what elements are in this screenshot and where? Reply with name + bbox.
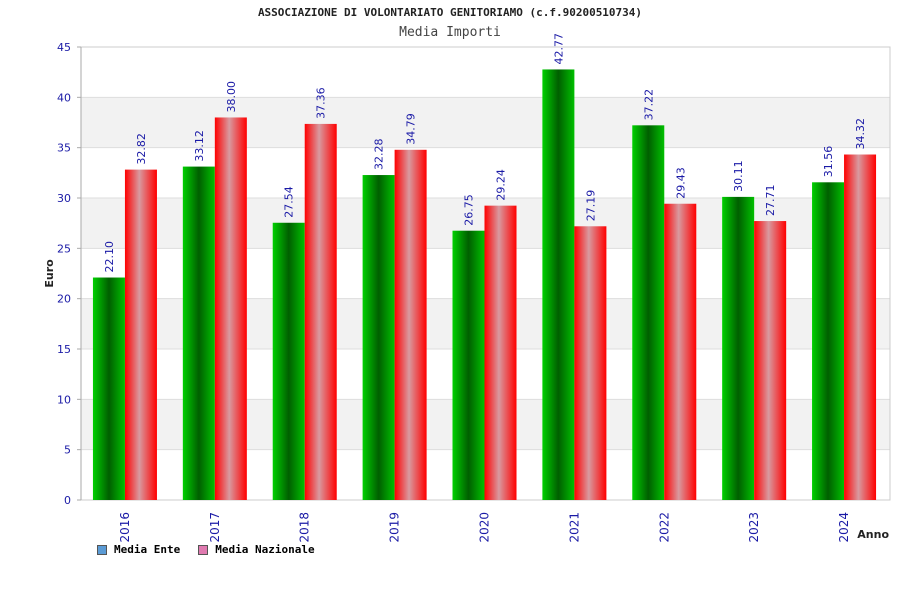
value-label: 38.00 <box>225 81 238 113</box>
grid-band <box>81 47 890 98</box>
legend-swatch-media-nazionale <box>198 544 209 555</box>
legend-swatch-media-ente <box>97 544 107 555</box>
bar-media-nazionale-2016 <box>124 169 157 500</box>
value-label: 27.71 <box>764 185 777 217</box>
bar-media-ente-2021 <box>542 69 575 500</box>
bar-media-nazionale-2017 <box>214 117 247 500</box>
x-tick-label: 2018 <box>298 512 312 543</box>
value-label: 31.56 <box>822 146 835 178</box>
x-tick-label: 2022 <box>657 512 671 543</box>
y-tick-label: 25 <box>57 242 71 255</box>
value-label: 26.75 <box>463 194 476 226</box>
legend-item-media-nazionale: Media Nazionale <box>198 543 315 556</box>
bar-media-ente-2022 <box>632 125 665 500</box>
y-tick-label: 0 <box>64 494 71 507</box>
bar-media-ente-2023 <box>722 196 755 500</box>
x-tick-label: 2021 <box>567 512 581 543</box>
y-axis-title: Euro <box>43 259 56 288</box>
x-tick-label: 2020 <box>478 512 492 543</box>
value-label: 42.77 <box>552 33 565 65</box>
chart-title: ASSOCIAZIONE DI VOLONTARIATO GENITORIAMO… <box>257 6 643 19</box>
label-layer: 22.10 32.82 33.12 38.00 27.54 37.36 32.28 34.79… <box>103 33 867 273</box>
value-label: 27.19 <box>584 190 597 222</box>
x-tick-label: 2019 <box>388 512 402 543</box>
legend-label-media-ente: Media Ente <box>114 543 181 556</box>
y-tick-label: 35 <box>57 142 71 155</box>
bar-media-nazionale-2018 <box>304 123 337 500</box>
chart-legend: Media Ente Media Nazionale <box>97 543 333 556</box>
value-label: 29.43 <box>674 167 687 199</box>
legend-item-media-ente: Media Ente <box>97 543 180 556</box>
value-label: 32.28 <box>373 139 386 171</box>
value-label: 22.10 <box>103 241 116 273</box>
x-axis-title: Anno <box>857 528 889 541</box>
value-label: 29.24 <box>495 169 508 201</box>
bar-media-ente-2019 <box>362 175 395 500</box>
bar-media-ente-2017 <box>182 166 215 501</box>
bar-media-nazionale-2023 <box>754 221 787 500</box>
bar-media-nazionale-2022 <box>664 203 697 500</box>
value-label: 32.82 <box>135 133 148 165</box>
y-tick-label: 45 <box>57 41 71 54</box>
value-label: 33.12 <box>193 130 206 162</box>
y-tick-label: 20 <box>57 293 71 306</box>
value-label: 27.54 <box>283 186 296 218</box>
y-tick-label: 5 <box>64 444 71 457</box>
chart-subtitle: Media Importi <box>399 25 501 40</box>
bar-layer <box>92 69 877 501</box>
x-tick-label: 2016 <box>118 512 132 543</box>
y-tick-label: 40 <box>57 91 71 104</box>
value-label: 37.22 <box>642 89 655 121</box>
axis-layer: 0 5 10 15 20 25 30 35 40 45 Euro Anno 2016 2017 2018 20… <box>43 41 891 543</box>
y-tick-label: 30 <box>57 192 71 205</box>
x-tick-label: 2023 <box>747 512 761 543</box>
value-label: 30.11 <box>732 160 745 192</box>
bar-media-nazionale-2019 <box>394 149 427 500</box>
bar-media-nazionale-2024 <box>844 154 877 500</box>
value-label: 37.36 <box>315 87 328 119</box>
bar-media-ente-2018 <box>272 222 305 500</box>
y-tick-label: 15 <box>57 343 71 356</box>
bar-media-nazionale-2021 <box>574 226 607 500</box>
y-tick-label: 10 <box>57 393 71 406</box>
bar-media-ente-2024 <box>812 182 845 500</box>
bar-media-ente-2016 <box>92 277 125 500</box>
value-label: 34.79 <box>405 113 418 145</box>
x-tick-label: 2017 <box>208 512 222 543</box>
value-label: 34.32 <box>854 118 867 150</box>
x-tick-label: 2024 <box>837 512 851 543</box>
bar-media-ente-2020 <box>452 230 485 500</box>
bar-media-nazionale-2020 <box>484 205 517 500</box>
legend-label-media-nazionale: Media Nazionale <box>215 543 315 556</box>
